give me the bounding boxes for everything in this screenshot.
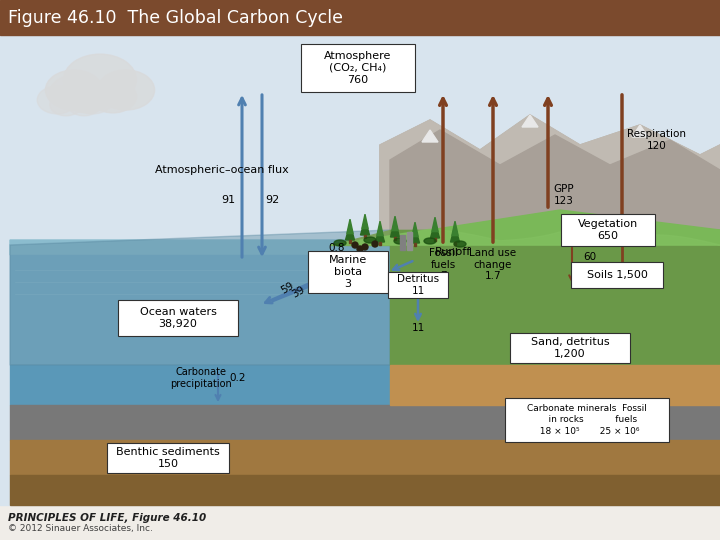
Polygon shape [380, 115, 720, 245]
Polygon shape [632, 125, 648, 137]
Ellipse shape [364, 237, 376, 243]
Polygon shape [390, 221, 400, 237]
Text: Soils 1,500: Soils 1,500 [587, 270, 647, 280]
Text: 11: 11 [411, 323, 425, 333]
Polygon shape [361, 219, 369, 235]
Ellipse shape [63, 80, 110, 113]
Ellipse shape [73, 86, 113, 114]
Ellipse shape [97, 70, 155, 110]
Polygon shape [10, 240, 430, 255]
Polygon shape [412, 222, 418, 237]
Text: 92: 92 [265, 195, 279, 205]
Polygon shape [347, 219, 353, 234]
Text: Carbonate minerals  Fossil
    in rocks           fuels
  18 × 10⁵       25 × 10: Carbonate minerals Fossil in rocks fuels… [527, 404, 647, 436]
Polygon shape [400, 235, 405, 250]
Ellipse shape [68, 93, 100, 116]
Bar [414, 243, 416, 246]
Ellipse shape [394, 238, 406, 244]
Polygon shape [422, 130, 438, 142]
Bar [364, 235, 366, 238]
Bar [348, 240, 351, 243]
Polygon shape [10, 365, 390, 405]
Polygon shape [330, 230, 720, 245]
Polygon shape [390, 130, 720, 245]
Polygon shape [380, 115, 720, 245]
Text: 60: 60 [583, 252, 597, 262]
Text: © 2012 Sinauer Associates, Inc.: © 2012 Sinauer Associates, Inc. [8, 524, 153, 534]
FancyBboxPatch shape [571, 262, 663, 288]
Polygon shape [376, 226, 384, 242]
Polygon shape [522, 115, 538, 127]
Polygon shape [452, 221, 458, 235]
Text: 0.2: 0.2 [230, 373, 246, 383]
Polygon shape [360, 230, 720, 245]
FancyBboxPatch shape [301, 44, 415, 92]
Text: Atmospheric–ocean flux: Atmospheric–ocean flux [155, 165, 289, 175]
FancyBboxPatch shape [107, 443, 229, 473]
Ellipse shape [454, 241, 466, 247]
Polygon shape [10, 405, 720, 440]
Polygon shape [10, 255, 390, 365]
Ellipse shape [50, 75, 100, 111]
Text: Vegetation
650: Vegetation 650 [578, 219, 638, 241]
Text: Atmosphere
(CO₂, CH₄)
760: Atmosphere (CO₂, CH₄) 760 [324, 51, 392, 85]
Text: 0.8: 0.8 [329, 243, 346, 253]
Polygon shape [431, 222, 439, 238]
Bar [0, 0, 720, 35]
Polygon shape [377, 221, 383, 235]
Circle shape [352, 242, 358, 248]
Polygon shape [432, 217, 438, 232]
Bar [433, 238, 436, 241]
Bar [454, 242, 456, 245]
Bar [394, 237, 396, 240]
Polygon shape [362, 214, 368, 228]
FancyBboxPatch shape [118, 300, 238, 336]
Polygon shape [390, 365, 720, 405]
Polygon shape [330, 210, 720, 245]
Ellipse shape [424, 238, 436, 244]
Text: Respiration
120: Respiration 120 [627, 129, 686, 151]
Polygon shape [410, 227, 420, 243]
FancyBboxPatch shape [510, 333, 630, 363]
FancyBboxPatch shape [561, 214, 655, 246]
Text: Marine
biota
3: Marine biota 3 [329, 254, 367, 289]
FancyBboxPatch shape [505, 398, 669, 442]
Text: PRINCIPLES OF LIFE, Figure 46.10: PRINCIPLES OF LIFE, Figure 46.10 [8, 513, 206, 523]
Polygon shape [392, 216, 398, 231]
Ellipse shape [45, 70, 102, 110]
Polygon shape [10, 475, 720, 505]
Polygon shape [451, 226, 459, 242]
Circle shape [372, 241, 378, 247]
Text: 59: 59 [279, 280, 295, 295]
Text: 39: 39 [289, 285, 306, 300]
FancyBboxPatch shape [388, 272, 448, 298]
Ellipse shape [50, 93, 82, 116]
Text: Figure 46.10  The Global Carbon Cycle: Figure 46.10 The Global Carbon Cycle [8, 9, 343, 27]
Text: Fossil
fuels
7: Fossil fuels 7 [428, 248, 457, 281]
Circle shape [362, 244, 368, 250]
Text: 91: 91 [221, 195, 235, 205]
Text: Ocean waters
38,920: Ocean waters 38,920 [140, 307, 217, 329]
Text: Sand, detritus
1,200: Sand, detritus 1,200 [531, 337, 609, 359]
Polygon shape [10, 440, 720, 475]
Circle shape [357, 246, 363, 252]
Ellipse shape [334, 240, 346, 246]
Text: GPP
123: GPP 123 [553, 184, 574, 206]
Polygon shape [390, 230, 720, 365]
Text: Detritus
11: Detritus 11 [397, 274, 439, 296]
Text: Land use
change
1.7: Land use change 1.7 [469, 248, 516, 281]
Bar [0, 20, 720, 505]
Ellipse shape [63, 54, 136, 105]
Ellipse shape [37, 86, 77, 114]
Bar [379, 242, 381, 245]
Text: Carbonate
precipitation: Carbonate precipitation [170, 367, 232, 389]
Text: Runoff: Runoff [435, 247, 472, 257]
Polygon shape [10, 230, 390, 365]
Polygon shape [407, 232, 412, 250]
Ellipse shape [89, 80, 136, 113]
Text: Benthic sediments
150: Benthic sediments 150 [116, 447, 220, 469]
Polygon shape [346, 224, 354, 240]
FancyBboxPatch shape [308, 251, 388, 293]
